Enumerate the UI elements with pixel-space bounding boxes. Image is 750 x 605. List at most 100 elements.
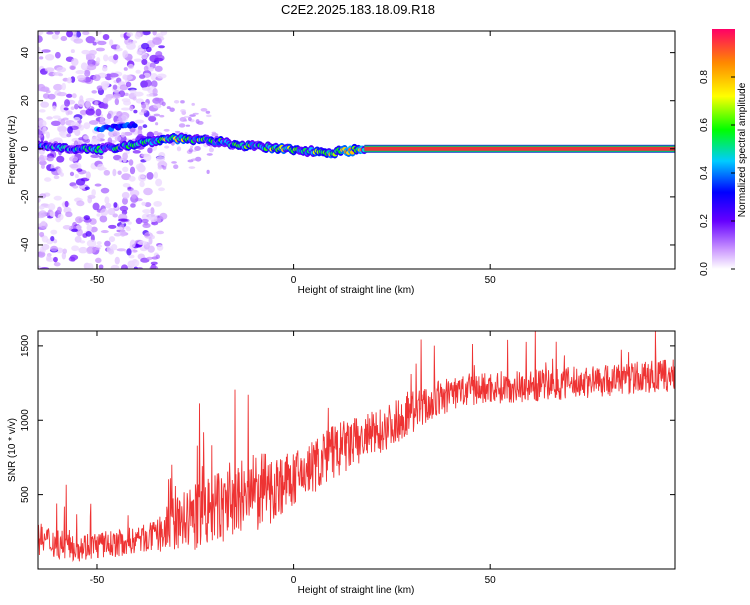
noise-speckle [45, 90, 51, 94]
noise-speckle [164, 145, 170, 149]
noise-speckle [46, 116, 53, 120]
noise-speckle [122, 197, 128, 205]
noise-speckle [85, 97, 95, 102]
colorbar-tick-label: 0.4 [699, 166, 710, 180]
noise-speckle [142, 223, 151, 229]
noise-speckle [94, 101, 99, 106]
noise-speckle [140, 218, 149, 223]
spectrogram-ytick-label: -40 [20, 237, 31, 252]
noise-speckle [128, 175, 136, 182]
noise-speckle [141, 102, 147, 109]
noise-speckle [139, 74, 146, 79]
noise-speckle [53, 262, 61, 267]
noise-speckle [109, 39, 114, 46]
noise-speckle [66, 77, 72, 84]
noise-speckle [148, 237, 153, 245]
noise-speckle [39, 231, 45, 237]
noise-speckle [102, 54, 109, 62]
noise-speckle [69, 171, 75, 177]
noise-speckle [102, 65, 108, 72]
noise-speckle [122, 152, 128, 161]
noise-speckle [65, 211, 73, 218]
noise-speckle [120, 107, 131, 111]
snr-panel: -50 0 50 500 1000 1500 Height of straight lin… [7, 330, 676, 596]
noise-speckle [112, 84, 118, 90]
noise-speckle [135, 217, 143, 225]
snr-ytick-label: 500 [20, 486, 31, 503]
noise-speckle [92, 202, 100, 211]
noise-speckle [205, 110, 211, 114]
noise-speckle [92, 41, 97, 46]
noise-speckle [169, 107, 175, 112]
noise-speckle [117, 170, 122, 175]
noise-speckle [98, 264, 104, 269]
noise-speckle [120, 33, 125, 38]
spectrogram-xtick-label: -50 [90, 275, 105, 286]
snr-frame [37, 330, 676, 570]
noise-speckle [80, 62, 88, 71]
noise-speckle [91, 90, 97, 94]
noise-speckle [121, 191, 130, 199]
noise-speckle [128, 254, 135, 259]
noise-speckle [116, 226, 124, 231]
noise-speckle [85, 53, 92, 58]
noise-speckle [154, 57, 164, 62]
noise-speckle [66, 93, 73, 98]
noise-speckle [114, 135, 122, 142]
noise-speckle [83, 135, 90, 140]
noise-speckle [70, 258, 76, 262]
noise-speckle [122, 166, 129, 173]
noise-speckle [119, 205, 129, 212]
snr-xtick-label: -50 [90, 575, 105, 586]
noise-speckle [180, 109, 186, 113]
noise-speckle [122, 183, 131, 188]
noise-speckle [135, 69, 141, 74]
noise-speckle [137, 240, 148, 246]
noise-speckle [149, 265, 159, 269]
noise-speckle [104, 118, 111, 125]
noise-speckle [129, 89, 137, 94]
spectrogram-ticks: -50 0 50 -40 -20 0 20 40 [20, 31, 675, 286]
noise-speckle [96, 213, 101, 217]
noise-speckle [99, 215, 108, 223]
noise-speckle [45, 53, 55, 61]
noise-speckle [86, 262, 94, 269]
noise-speckle [40, 164, 45, 170]
noise-speckle [54, 31, 60, 35]
noise-speckle [38, 205, 45, 210]
noise-speckle [103, 96, 112, 101]
noise-speckle [38, 210, 47, 218]
noise-speckle [71, 228, 78, 233]
spectrogram-ylabel: Frequency (Hz) [7, 116, 18, 185]
noise-speckle [96, 133, 105, 139]
noise-speckle [59, 172, 64, 177]
snr-series-line [38, 331, 675, 563]
noise-speckle [78, 246, 88, 254]
noise-speckle [52, 137, 63, 143]
noise-speckle [58, 130, 65, 137]
noise-speckle [38, 251, 46, 258]
noise-speckle [56, 155, 65, 163]
noise-speckle [120, 264, 128, 269]
noise-speckle [66, 133, 72, 138]
noise-speckle [76, 74, 86, 81]
spectrogram-xlabel: Height of straight line (km) [298, 285, 415, 296]
noise-speckle [129, 239, 136, 248]
noise-speckle [41, 49, 51, 53]
noise-speckle [144, 233, 150, 237]
noise-speckle [189, 114, 196, 117]
noise-speckle [52, 105, 57, 112]
noise-speckle [178, 123, 186, 128]
noise-speckle [146, 256, 153, 261]
noise-speckle [74, 235, 82, 243]
noise-speckle [57, 126, 68, 133]
noise-speckle [108, 236, 116, 243]
noise-speckle [70, 121, 80, 127]
noise-speckle [108, 224, 117, 229]
noise-speckle [121, 173, 132, 181]
noise-speckle [45, 131, 50, 139]
noise-speckle [151, 256, 159, 260]
noise-speckle [194, 146, 201, 151]
noise-speckle [143, 65, 149, 72]
